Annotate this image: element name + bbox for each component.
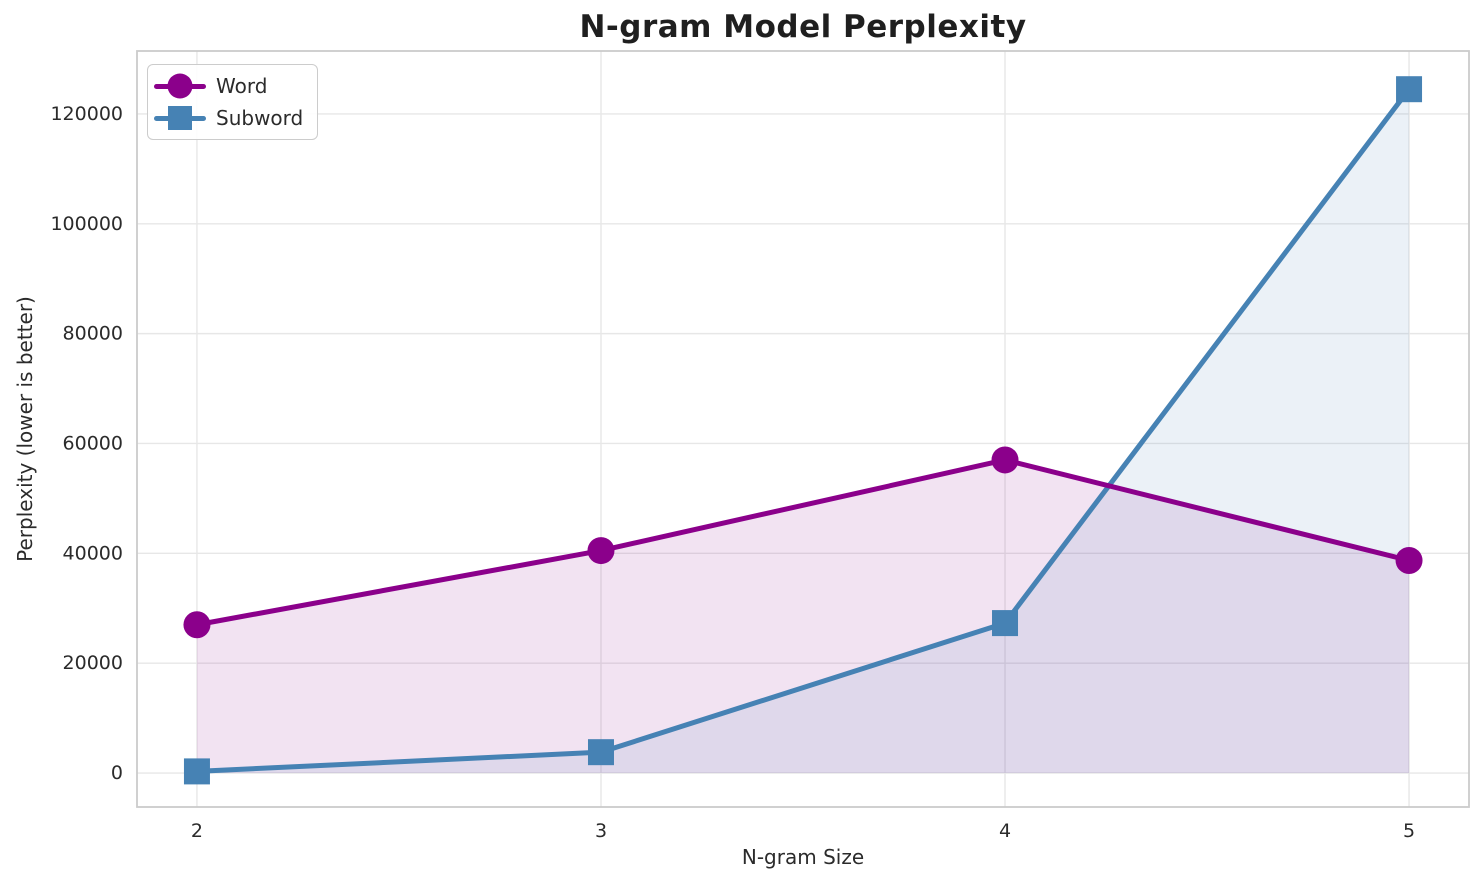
y-tick-label: 40000: [63, 542, 123, 564]
legend: Word Subword: [147, 64, 319, 140]
markers-subword[interactable]: [183, 76, 1423, 785]
x-axis-label: N-gram Size: [741, 845, 865, 869]
tick-labels: 0 20000 40000 60000 80000 100000 120000 2 3 4 5: [50, 103, 1415, 842]
y-tick-label: 0: [111, 762, 123, 784]
x-tick-label: 5: [1403, 820, 1415, 842]
area-word: [196, 459, 1410, 774]
y-tick-label: 100000: [50, 213, 123, 235]
chart-title: N-gram Model Perplexity: [579, 9, 1027, 45]
area-subword: [196, 89, 1410, 774]
y-axis-label: Perplexity (lower is better): [13, 296, 37, 562]
x-tick-label: 4: [999, 820, 1011, 842]
y-tick-label: 120000: [50, 103, 123, 125]
x-tick-label: 3: [595, 820, 607, 842]
plot-border: [136, 50, 1470, 808]
y-tick-label: 80000: [63, 323, 123, 345]
line-subword: [194, 86, 1412, 774]
legend-label-subword: Subword: [216, 106, 304, 130]
legend-label-word: Word: [216, 74, 268, 98]
y-tick-label: 60000: [63, 432, 123, 454]
gridlines: [137, 51, 1469, 807]
legend-item-word[interactable]: Word: [154, 72, 303, 100]
line-word: [194, 457, 1412, 628]
word-series-marker-icon: [154, 72, 206, 100]
markers-word[interactable]: [183, 446, 1423, 639]
subword-series-marker-icon: [154, 104, 206, 132]
legend-item-subword[interactable]: Subword: [154, 104, 303, 132]
x-tick-label: 2: [191, 820, 203, 842]
y-tick-label: 20000: [63, 652, 123, 674]
